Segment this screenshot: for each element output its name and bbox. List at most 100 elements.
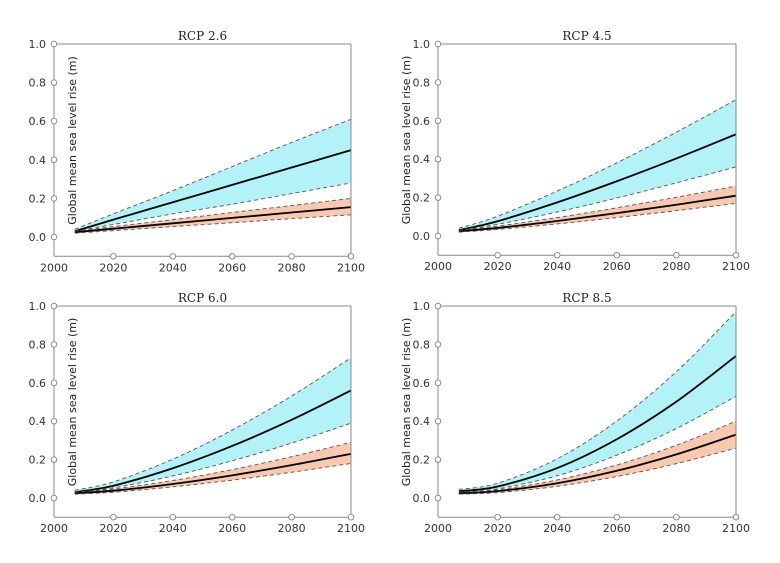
x-tick-label: 2080 (278, 261, 306, 274)
x-tick-label: 2000 (424, 260, 452, 273)
series-line-lower-low (458, 202, 737, 233)
y-tick-label: 0.8 (413, 76, 431, 89)
chart-panel-rcp-6-0: 0.0 0.2 0.4 0.6 0.8 1.0 2000 2020 2040 2060 2080 21… (29, 291, 366, 535)
y-tick-marker (434, 302, 442, 310)
chart-panel-rcp-2-6: 0.0 0.2 0.4 0.6 0.8 1.0 2000 2020 2040 2060 2080 21… (29, 29, 366, 274)
y-axis-label: Global mean sea level rise (m) (66, 56, 79, 225)
y-tick-marker (434, 40, 442, 48)
y-tick-label: 0.0 (29, 231, 47, 244)
upper-band-area (458, 311, 736, 493)
y-tick-label: 0.4 (29, 154, 47, 167)
y-tick-marker (434, 379, 442, 386)
y-tick-marker (50, 418, 58, 425)
y-tick-label: 1.0 (413, 38, 431, 51)
x-tick-label: 2060 (603, 522, 631, 535)
y-tick-marker (50, 302, 58, 310)
lower-band-area (74, 442, 351, 495)
series-line-upper-median (458, 355, 737, 493)
y-tick-label: 1.0 (29, 38, 47, 51)
series-line-upper-median (74, 149, 352, 233)
y-axis-label: Global mean sea level rise (m) (66, 318, 79, 487)
lower-band-area (458, 421, 736, 495)
chart-title: RCP 6.0 (178, 291, 227, 305)
series-line-upper-high (458, 99, 737, 229)
chart-title: RCP 2.6 (178, 29, 227, 43)
y-tick-marker (50, 456, 58, 463)
series-line-lower-high (458, 185, 737, 231)
x-tick-label: 2000 (40, 522, 68, 535)
x-tick-label: 2000 (40, 261, 68, 274)
y-axis-label: Global mean sea level rise (m) (400, 318, 413, 487)
series-line-lower-low (74, 462, 352, 495)
x-tick-marker (673, 251, 680, 259)
series-line-lower-high (74, 441, 352, 493)
y-tick-marker (50, 379, 58, 386)
x-tick-marker (613, 514, 620, 521)
upper-band-area (74, 119, 351, 232)
x-tick-marker (347, 253, 355, 260)
y-tick-marker (434, 341, 442, 348)
x-tick-marker (288, 514, 295, 521)
x-tick-label: 2080 (278, 522, 306, 535)
series-line-lower-median (74, 452, 352, 495)
x-tick-marker (228, 514, 236, 521)
y-tick-label: 0.2 (413, 454, 431, 467)
series-line-upper-low (458, 166, 737, 231)
chart-title: RCP 4.5 (562, 29, 611, 43)
x-tick-label: 2080 (662, 522, 690, 535)
x-tick-label: 2020 (99, 522, 127, 535)
x-tick-marker (169, 514, 176, 521)
y-tick-marker (434, 79, 442, 86)
y-tick-marker (50, 494, 58, 502)
x-tick-label: 2100 (722, 260, 750, 273)
x-tick-label: 2060 (603, 260, 631, 273)
y-tick-label: 0.0 (29, 492, 47, 505)
series-line-upper-high (74, 118, 352, 230)
y-tick-label: 0.6 (29, 377, 47, 390)
y-tick-label: 0.6 (29, 115, 47, 128)
y-tick-marker (434, 155, 442, 163)
y-tick-label: 0.0 (413, 230, 431, 243)
x-tick-marker (288, 253, 295, 260)
y-tick-label: 0.4 (29, 415, 47, 428)
y-tick-label: 0.2 (29, 192, 47, 205)
y-tick-marker (434, 456, 442, 463)
x-tick-marker (554, 251, 561, 259)
x-tick-marker (169, 253, 176, 260)
x-tick-label: 2020 (484, 260, 512, 273)
x-tick-label: 2060 (218, 522, 246, 535)
x-tick-marker (613, 251, 620, 259)
y-tick-marker (434, 418, 442, 425)
series-line-upper-median (458, 133, 737, 232)
y-tick-marker (434, 117, 442, 124)
lower-band-area (458, 186, 736, 233)
x-tick-label: 2020 (484, 522, 512, 535)
y-tick-label: 0.4 (413, 153, 431, 166)
chart-title: RCP 8.5 (562, 291, 611, 305)
x-tick-marker (110, 514, 117, 521)
series-line-lower-high (74, 197, 352, 232)
x-tick-label: 2100 (337, 261, 365, 274)
x-tick-label: 2080 (662, 260, 690, 273)
x-tick-label: 2040 (159, 261, 187, 274)
y-tick-label: 1.0 (29, 300, 47, 313)
series-line-lower-low (74, 214, 352, 234)
y-tick-label: 0.2 (413, 192, 431, 205)
y-tick-marker (434, 494, 442, 502)
series-line-lower-median (458, 433, 737, 495)
y-tick-label: 0.8 (413, 338, 431, 351)
y-tick-marker (434, 194, 442, 201)
x-tick-marker (554, 514, 561, 521)
y-tick-label: 1.0 (413, 300, 431, 313)
x-tick-marker (673, 514, 680, 521)
y-tick-marker (50, 79, 58, 86)
lower-band-area (74, 198, 351, 234)
y-tick-marker (50, 156, 58, 163)
series-line-lower-median (458, 194, 737, 233)
x-tick-label: 2060 (218, 261, 246, 274)
y-axis-label: Global mean sea level rise (m) (400, 56, 413, 225)
chart-panel-rcp-8-5: 0.0 0.2 0.4 0.6 0.8 1.0 2000 2020 2040 2060 2080 21… (400, 291, 750, 535)
x-tick-label: 2100 (722, 522, 750, 535)
series-line-upper-low (74, 182, 352, 232)
